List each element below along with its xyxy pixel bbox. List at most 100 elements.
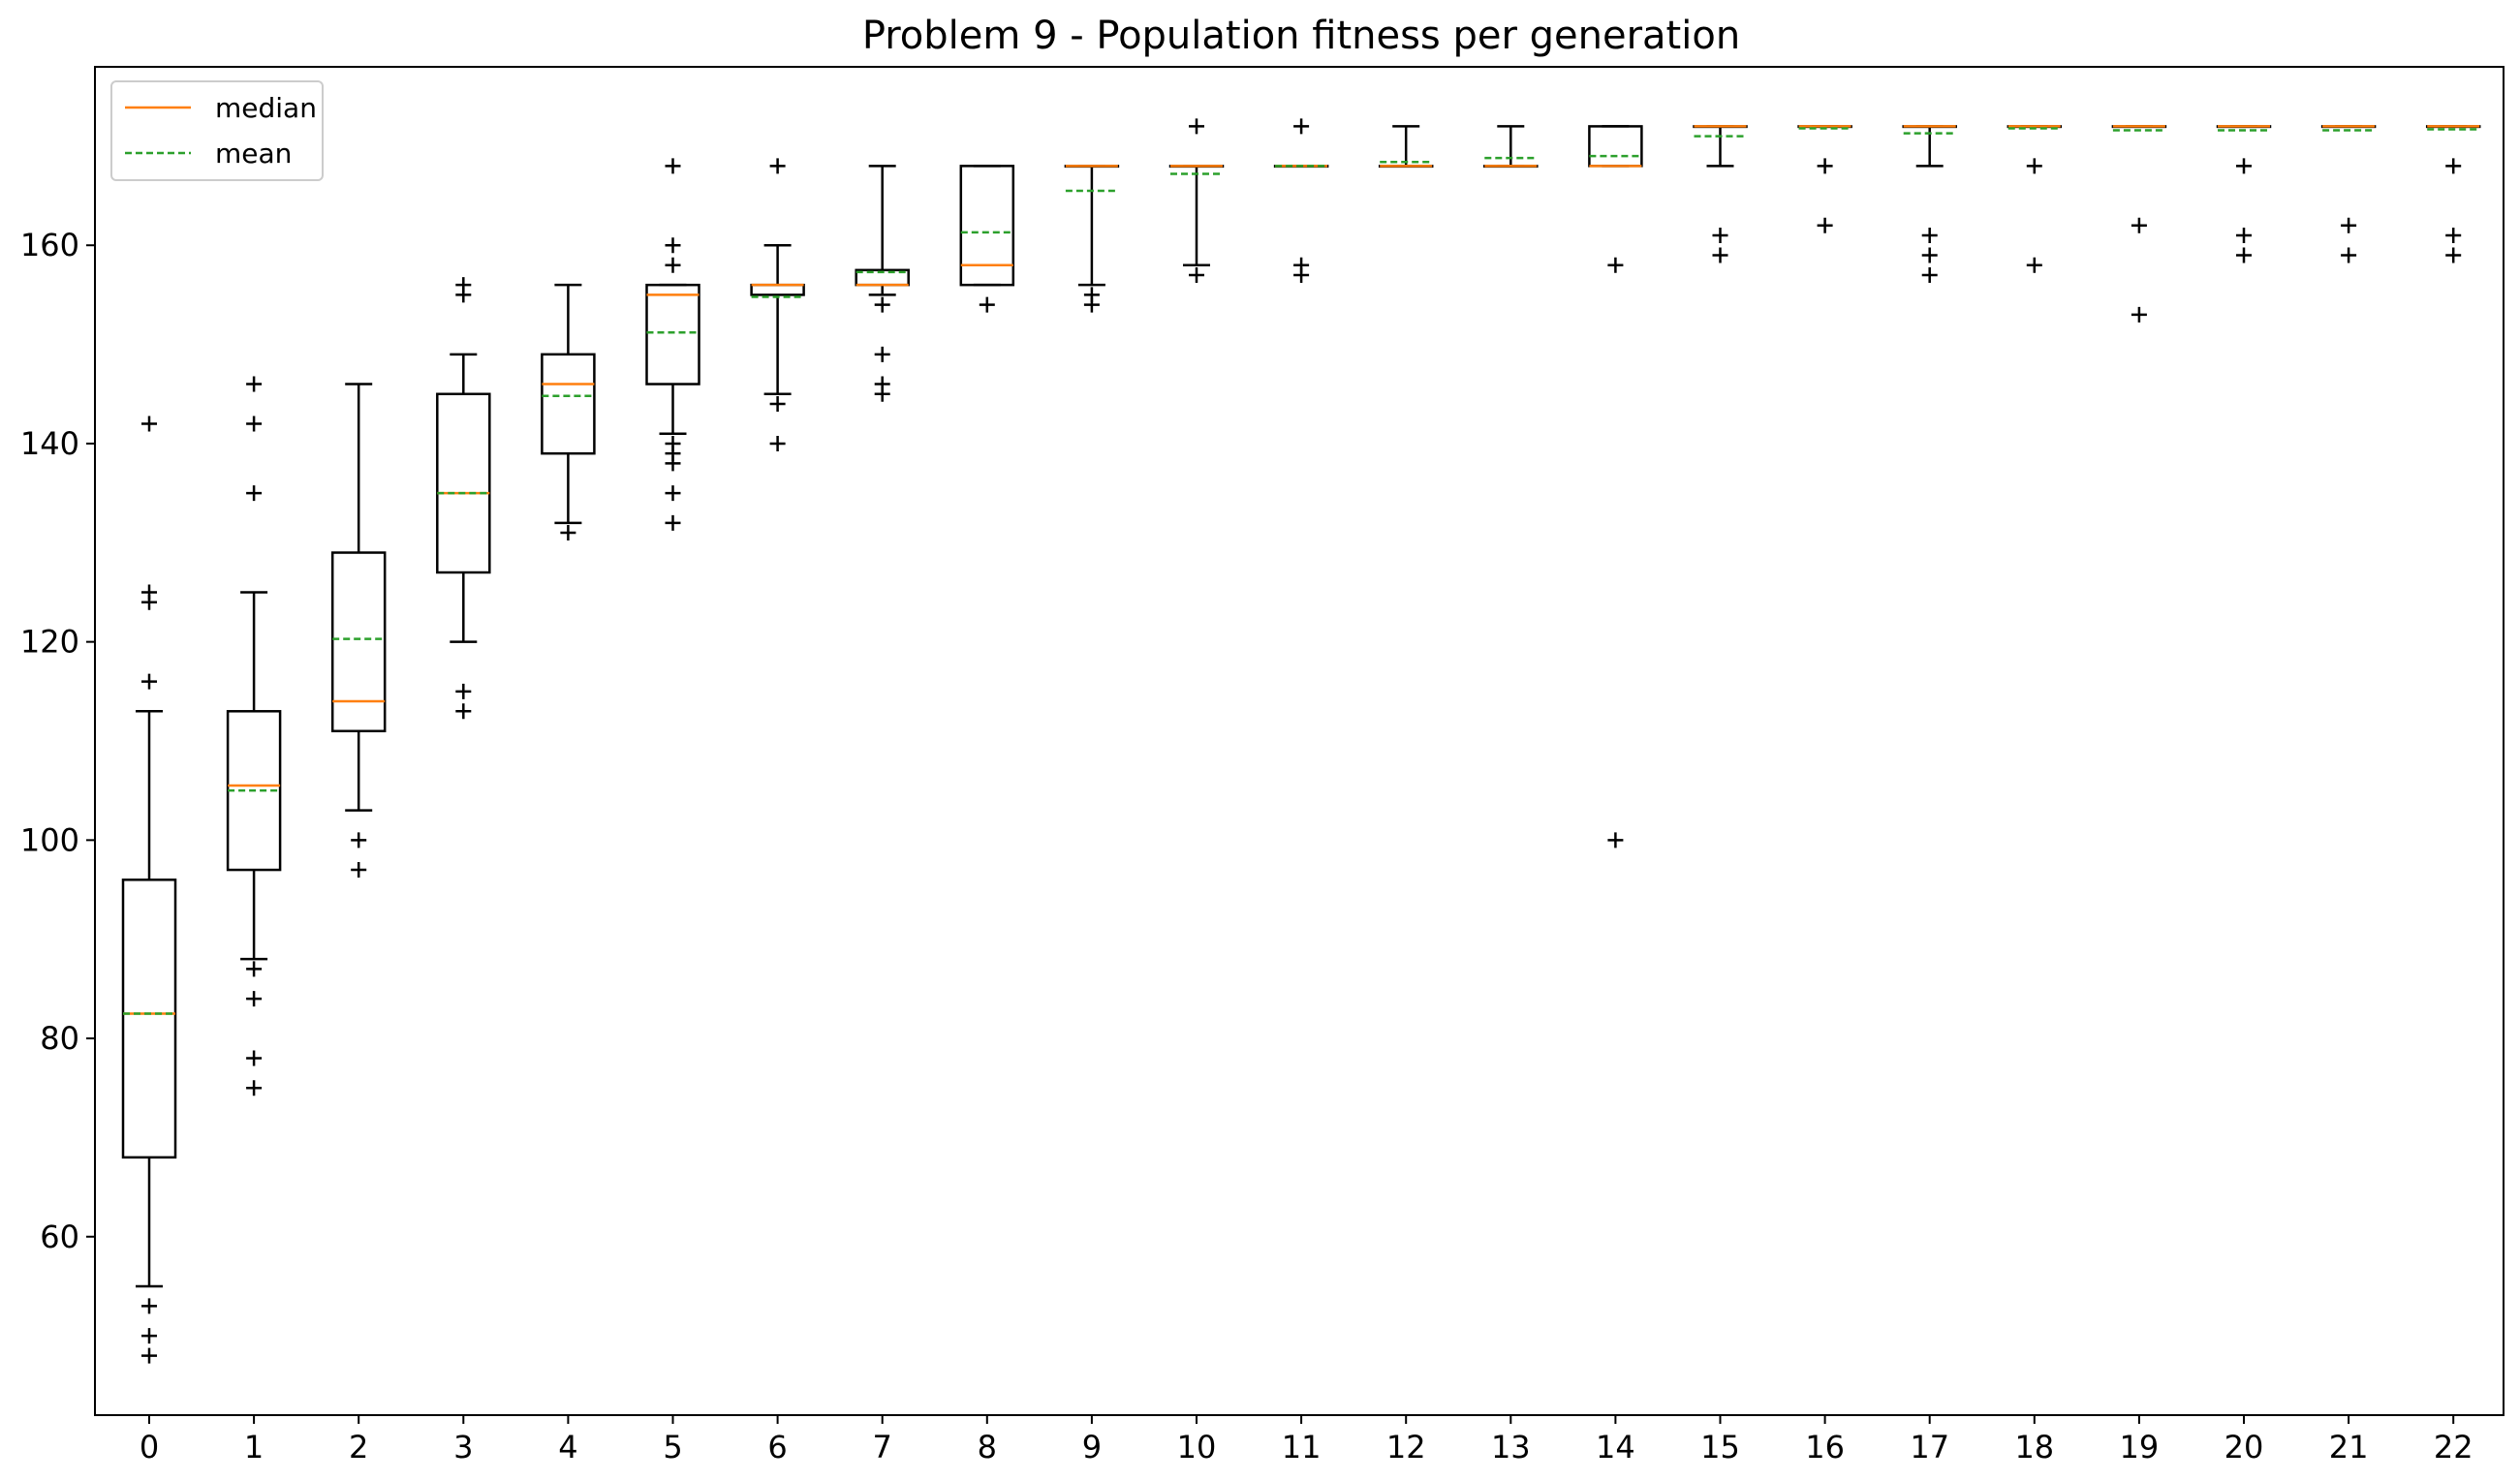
x-tick-label: 19: [2120, 1429, 2160, 1466]
outlier-point: [1712, 247, 1728, 263]
outlier-point: [141, 416, 157, 432]
legend-label-median: median: [215, 92, 317, 124]
box-group-22: [2425, 125, 2481, 263]
outlier-point: [665, 158, 681, 174]
box: [541, 353, 596, 455]
outlier-point: [2236, 158, 2252, 174]
y-tick-label: 160: [20, 227, 79, 263]
outlier-point: [874, 296, 890, 313]
outlier-point: [665, 455, 681, 472]
box-group-18: [2007, 125, 2063, 273]
outlier-point: [141, 1347, 157, 1364]
outlier-point: [246, 1080, 263, 1096]
outlier-point: [979, 296, 995, 313]
outlier-point: [874, 346, 890, 362]
outlier-point: [246, 991, 263, 1007]
x-tick-label: 0: [140, 1429, 159, 1466]
y-tick-label: 80: [40, 1020, 79, 1057]
plot-area-frame: [94, 66, 2504, 1416]
box-group-15: [1693, 125, 1748, 263]
outlier-point: [1607, 832, 1624, 848]
x-tick-label: 17: [1910, 1429, 1949, 1466]
outlier-point: [1817, 217, 1833, 233]
box-group-19: [2111, 125, 2167, 323]
outlier-point: [2341, 217, 2357, 233]
outlier-point: [246, 376, 263, 392]
box: [436, 392, 491, 574]
outlier-point: [2445, 228, 2462, 243]
box: [330, 551, 387, 733]
x-tick-label: 7: [873, 1429, 892, 1466]
outlier-point: [1712, 228, 1728, 243]
outlier-point: [2131, 306, 2147, 323]
x-tick-label: 18: [2014, 1429, 2054, 1466]
outlier-point: [455, 703, 472, 720]
box-group-13: [1483, 125, 1539, 169]
outlier-point: [1293, 118, 1310, 135]
y-tick-label: 140: [20, 425, 79, 462]
outlier-point: [141, 1328, 157, 1344]
outlier-point: [1083, 296, 1100, 313]
box-group-8: [959, 165, 1015, 313]
box-group-5: [645, 158, 700, 531]
box-group-4: [541, 283, 596, 541]
box-group-14: [1588, 125, 1643, 848]
outlier-point: [1817, 158, 1833, 174]
outlier-point: [2445, 158, 2462, 174]
x-tick-label: 11: [1282, 1429, 1322, 1466]
chart-axes: 0 1 2 3 4 5 6 7 8 9 10 11 12 13 14 15 16 17 18 19 20 21 226080…: [20, 227, 2473, 1466]
x-tick-label: 3: [453, 1429, 473, 1466]
box-group-6: [750, 158, 805, 451]
outlier-point: [2026, 257, 2042, 273]
y-tick-label: 100: [20, 821, 79, 858]
box-group-17: [1902, 125, 1957, 283]
outlier-point: [2236, 228, 2252, 243]
box-group-9: [1064, 165, 1120, 313]
box-group-16: [1797, 125, 1852, 233]
box: [645, 283, 700, 386]
outlier-point: [351, 862, 367, 879]
x-tick-label: 2: [349, 1429, 368, 1466]
x-tick-label: 5: [663, 1429, 682, 1466]
x-tick-label: 16: [1805, 1429, 1845, 1466]
outlier-point: [665, 485, 681, 502]
outlier-point: [665, 514, 681, 531]
chart-title: Problem 9 - Population fitness per gener…: [862, 14, 1740, 58]
box-group-20: [2216, 125, 2272, 263]
box: [121, 879, 177, 1159]
box: [750, 283, 805, 296]
x-tick-label: 20: [2224, 1429, 2264, 1466]
box-group-3: [436, 277, 491, 720]
x-tick-label: 13: [1491, 1429, 1531, 1466]
x-tick-label: 22: [2434, 1429, 2473, 1466]
outlier-point: [665, 257, 681, 273]
outlier-point: [2341, 247, 2357, 263]
x-tick-label: 8: [978, 1429, 997, 1466]
x-tick-label: 6: [767, 1429, 787, 1466]
chart-legend: median mean: [110, 80, 324, 181]
outlier-point: [769, 396, 786, 412]
box-group-1: [226, 376, 282, 1096]
outlier-point: [246, 961, 263, 977]
outlier-point: [141, 673, 157, 690]
x-tick-label: 4: [558, 1429, 577, 1466]
box-group-10: [1168, 118, 1225, 283]
legend-frame: [110, 80, 324, 181]
x-tick-label: 10: [1177, 1429, 1217, 1466]
box-group-11: [1273, 118, 1329, 283]
box-group-12: [1378, 125, 1434, 169]
outlier-point: [1189, 266, 1204, 283]
outlier-point: [455, 277, 472, 293]
outlier-point: [2236, 247, 2252, 263]
outlier-point: [1921, 247, 1938, 263]
outlier-point: [246, 1050, 263, 1066]
x-tick-label: 1: [244, 1429, 264, 1466]
outlier-point: [665, 237, 681, 254]
outlier-point: [1189, 118, 1204, 135]
x-tick-label: 21: [2329, 1429, 2369, 1466]
outlier-point: [1607, 257, 1624, 273]
outlier-point: [141, 1298, 157, 1314]
outlier-point: [874, 386, 890, 402]
outlier-point: [769, 158, 786, 174]
